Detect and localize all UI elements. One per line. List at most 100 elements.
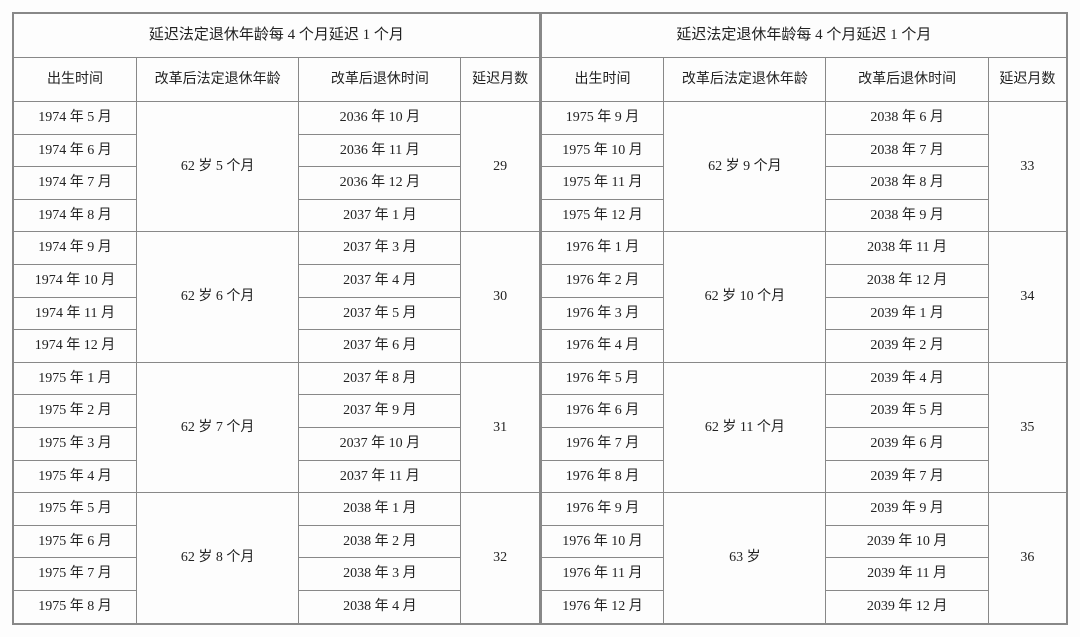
table-row: 1976 年 5 月62 岁 11 个月2039 年 4 月35 <box>541 362 1067 395</box>
cell-retirement-age: 62 岁 5 个月 <box>137 102 299 232</box>
left-header-retire: 改革后退休时间 <box>299 58 461 102</box>
cell-retire-time: 2039 年 6 月 <box>826 427 988 460</box>
table-row: 1975 年 9 月62 岁 9 个月2038 年 6 月33 <box>541 102 1067 135</box>
cell-birth: 1975 年 8 月 <box>14 590 137 623</box>
cell-retire-time: 2038 年 1 月 <box>299 493 461 526</box>
table-row: 1975 年 5 月62 岁 8 个月2038 年 1 月32 <box>14 493 540 526</box>
cell-birth: 1976 年 3 月 <box>541 297 664 330</box>
right-panel: 延迟法定退休年龄每 4 个月延迟 1 个月 出生时间 改革后法定退休年龄 改革后… <box>540 13 1067 624</box>
cell-retirement-age: 62 岁 10 个月 <box>664 232 826 362</box>
cell-birth: 1974 年 11 月 <box>14 297 137 330</box>
cell-retire-time: 2039 年 10 月 <box>826 525 988 558</box>
right-header-delay: 延迟月数 <box>988 58 1066 102</box>
table-row: 1975 年 1 月62 岁 7 个月2037 年 8 月31 <box>14 362 540 395</box>
cell-retire-time: 2037 年 11 月 <box>299 460 461 493</box>
left-body: 1974 年 5 月62 岁 5 个月2036 年 10 月291974 年 6… <box>14 102 540 624</box>
left-header-birth: 出生时间 <box>14 58 137 102</box>
cell-retirement-age: 63 岁 <box>664 493 826 623</box>
cell-birth: 1975 年 6 月 <box>14 525 137 558</box>
cell-birth: 1975 年 1 月 <box>14 362 137 395</box>
cell-delay-months: 30 <box>461 232 539 362</box>
cell-birth: 1974 年 7 月 <box>14 167 137 200</box>
cell-retire-time: 2037 年 5 月 <box>299 297 461 330</box>
cell-retire-time: 2038 年 6 月 <box>826 102 988 135</box>
cell-birth: 1974 年 8 月 <box>14 199 137 232</box>
cell-retirement-age: 62 岁 6 个月 <box>137 232 299 362</box>
cell-delay-months: 33 <box>988 102 1066 232</box>
cell-birth: 1976 年 1 月 <box>541 232 664 265</box>
cell-birth: 1974 年 9 月 <box>14 232 137 265</box>
left-header-age: 改革后法定退休年龄 <box>137 58 299 102</box>
cell-birth: 1974 年 10 月 <box>14 264 137 297</box>
cell-retire-time: 2038 年 8 月 <box>826 167 988 200</box>
cell-delay-months: 34 <box>988 232 1066 362</box>
retirement-table-container: 延迟法定退休年龄每 4 个月延迟 1 个月 出生时间 改革后法定退休年龄 改革后… <box>12 12 1068 625</box>
cell-birth: 1975 年 5 月 <box>14 493 137 526</box>
cell-retire-time: 2037 年 9 月 <box>299 395 461 428</box>
right-body: 1975 年 9 月62 岁 9 个月2038 年 6 月331975 年 10… <box>541 102 1067 624</box>
cell-birth: 1975 年 7 月 <box>14 558 137 591</box>
cell-delay-months: 35 <box>988 362 1066 492</box>
cell-retire-time: 2039 年 5 月 <box>826 395 988 428</box>
cell-birth: 1976 年 6 月 <box>541 395 664 428</box>
cell-retire-time: 2038 年 12 月 <box>826 264 988 297</box>
cell-retire-time: 2037 年 3 月 <box>299 232 461 265</box>
cell-retire-time: 2036 年 12 月 <box>299 167 461 200</box>
right-header-age: 改革后法定退休年龄 <box>664 58 826 102</box>
table-row: 1974 年 5 月62 岁 5 个月2036 年 10 月29 <box>14 102 540 135</box>
cell-retire-time: 2037 年 6 月 <box>299 330 461 363</box>
cell-retire-time: 2039 年 12 月 <box>826 590 988 623</box>
cell-birth: 1974 年 12 月 <box>14 330 137 363</box>
cell-retire-time: 2039 年 11 月 <box>826 558 988 591</box>
cell-retire-time: 2039 年 7 月 <box>826 460 988 493</box>
cell-retirement-age: 62 岁 9 个月 <box>664 102 826 232</box>
cell-birth: 1976 年 7 月 <box>541 427 664 460</box>
cell-retire-time: 2038 年 11 月 <box>826 232 988 265</box>
table-row: 1974 年 9 月62 岁 6 个月2037 年 3 月30 <box>14 232 540 265</box>
cell-birth: 1976 年 9 月 <box>541 493 664 526</box>
cell-birth: 1975 年 10 月 <box>541 134 664 167</box>
cell-retire-time: 2036 年 10 月 <box>299 102 461 135</box>
cell-birth: 1975 年 4 月 <box>14 460 137 493</box>
cell-retire-time: 2037 年 4 月 <box>299 264 461 297</box>
cell-retire-time: 2038 年 9 月 <box>826 199 988 232</box>
left-header-delay: 延迟月数 <box>461 58 539 102</box>
cell-birth: 1975 年 11 月 <box>541 167 664 200</box>
cell-delay-months: 36 <box>988 493 1066 623</box>
cell-retire-time: 2038 年 2 月 <box>299 525 461 558</box>
cell-retire-time: 2039 年 1 月 <box>826 297 988 330</box>
cell-birth: 1976 年 11 月 <box>541 558 664 591</box>
cell-birth: 1976 年 10 月 <box>541 525 664 558</box>
cell-delay-months: 32 <box>461 493 539 623</box>
cell-retire-time: 2038 年 3 月 <box>299 558 461 591</box>
cell-birth: 1976 年 4 月 <box>541 330 664 363</box>
table-row: 1976 年 9 月63 岁2039 年 9 月36 <box>541 493 1067 526</box>
cell-birth: 1975 年 12 月 <box>541 199 664 232</box>
cell-delay-months: 31 <box>461 362 539 492</box>
cell-retire-time: 2037 年 8 月 <box>299 362 461 395</box>
cell-birth: 1976 年 8 月 <box>541 460 664 493</box>
cell-retire-time: 2039 年 9 月 <box>826 493 988 526</box>
cell-retire-time: 2037 年 10 月 <box>299 427 461 460</box>
right-header-retire: 改革后退休时间 <box>826 58 988 102</box>
right-header-birth: 出生时间 <box>541 58 664 102</box>
left-title: 延迟法定退休年龄每 4 个月延迟 1 个月 <box>14 14 540 58</box>
cell-retirement-age: 62 岁 8 个月 <box>137 493 299 623</box>
cell-retire-time: 2036 年 11 月 <box>299 134 461 167</box>
right-title: 延迟法定退休年龄每 4 个月延迟 1 个月 <box>541 14 1067 58</box>
cell-retire-time: 2039 年 4 月 <box>826 362 988 395</box>
cell-birth: 1975 年 3 月 <box>14 427 137 460</box>
cell-retirement-age: 62 岁 11 个月 <box>664 362 826 492</box>
cell-birth: 1976 年 12 月 <box>541 590 664 623</box>
left-panel: 延迟法定退休年龄每 4 个月延迟 1 个月 出生时间 改革后法定退休年龄 改革后… <box>13 13 540 624</box>
cell-birth: 1975 年 2 月 <box>14 395 137 428</box>
cell-birth: 1974 年 6 月 <box>14 134 137 167</box>
cell-birth: 1976 年 2 月 <box>541 264 664 297</box>
cell-birth: 1975 年 9 月 <box>541 102 664 135</box>
cell-birth: 1976 年 5 月 <box>541 362 664 395</box>
cell-retire-time: 2037 年 1 月 <box>299 199 461 232</box>
cell-retirement-age: 62 岁 7 个月 <box>137 362 299 492</box>
cell-retire-time: 2039 年 2 月 <box>826 330 988 363</box>
table-row: 1976 年 1 月62 岁 10 个月2038 年 11 月34 <box>541 232 1067 265</box>
cell-retire-time: 2038 年 7 月 <box>826 134 988 167</box>
